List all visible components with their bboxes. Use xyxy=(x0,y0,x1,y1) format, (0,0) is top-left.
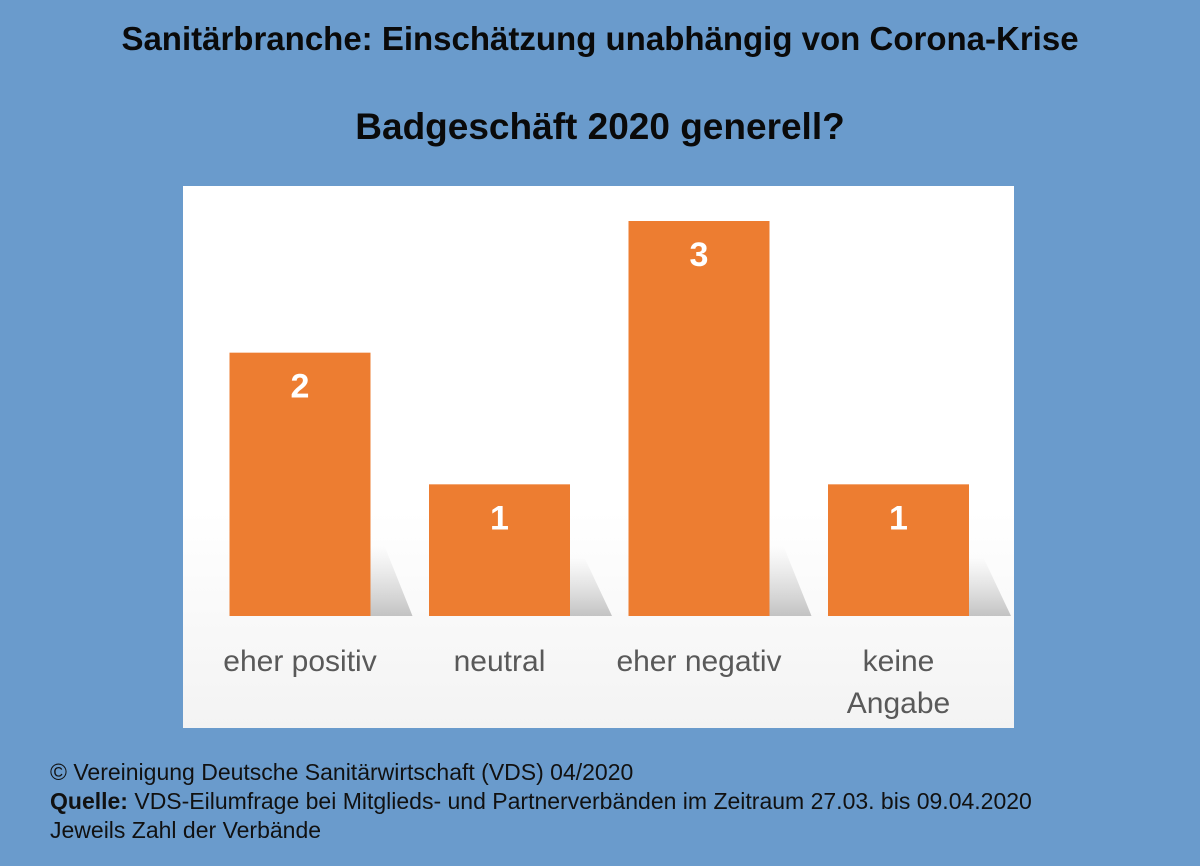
bar-shadow xyxy=(570,556,612,616)
data-label: 1 xyxy=(490,499,509,537)
bar xyxy=(429,484,570,616)
bar xyxy=(828,484,969,616)
note-text: Jeweils Zahl der Verbände xyxy=(50,817,322,843)
category-label: eher positiv xyxy=(223,645,376,678)
bar-shadow xyxy=(769,546,812,616)
data-label: 3 xyxy=(690,236,709,274)
source-text: VDS-Eilumfrage bei Mitglieds- und Partne… xyxy=(127,788,1032,814)
category-label-line: keine xyxy=(863,645,935,678)
category-label-line: neutral xyxy=(454,645,546,678)
category-label-line: eher positiv xyxy=(223,645,376,678)
data-label: 2 xyxy=(291,368,310,406)
category-label: keine Angabe xyxy=(847,645,950,720)
bar xyxy=(628,221,770,616)
bar-chart: 2 eher positiv 1 neutral 3 eher negativ 1 keine… xyxy=(223,221,1011,720)
footer: © Vereinigung Deutsche Sanitärwirtschaft… xyxy=(50,758,1170,845)
source-line: Quelle: VDS-Eilumfrage bei Mitglieds- un… xyxy=(50,787,1170,816)
chart-panel: 2 eher positiv 1 neutral 3 eher negativ 1 keine… xyxy=(183,186,1014,728)
chart-title: Sanitärbranche: Einschätzung unabhängig … xyxy=(121,20,1079,57)
category-label: eher negativ xyxy=(616,645,781,678)
category-label: neutral xyxy=(454,645,546,678)
category-label-line: Angabe xyxy=(847,687,950,720)
category-label-line: eher negativ xyxy=(616,645,781,678)
copyright-text: © Vereinigung Deutsche Sanitärwirtschaft… xyxy=(50,759,634,785)
bar xyxy=(229,352,371,616)
data-label: 1 xyxy=(889,499,908,537)
source-label: Quelle: xyxy=(50,788,128,814)
bar-shadow xyxy=(370,546,413,616)
chart-subtitle: Badgeschäft 2020 generell? xyxy=(355,106,845,147)
bar-shadow xyxy=(969,556,1011,616)
